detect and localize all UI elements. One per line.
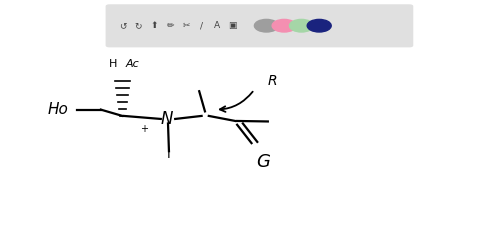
Text: ↻: ↻ (134, 21, 142, 30)
Text: I: I (167, 148, 171, 162)
Text: N: N (161, 110, 173, 128)
Text: ⬆: ⬆ (151, 21, 158, 30)
Circle shape (272, 19, 296, 32)
Text: /: / (200, 21, 203, 30)
Circle shape (289, 19, 313, 32)
Circle shape (254, 19, 278, 32)
Circle shape (307, 19, 331, 32)
Text: ✂: ✂ (182, 21, 190, 30)
Text: ▣: ▣ (228, 21, 237, 30)
Text: Ho: Ho (47, 102, 68, 117)
Text: G: G (256, 153, 270, 171)
Text: ↺: ↺ (119, 21, 126, 30)
Text: A: A (214, 21, 220, 30)
Text: +: + (140, 123, 148, 134)
Text: H: H (108, 58, 117, 69)
Text: Ac: Ac (125, 58, 139, 69)
Text: ✏: ✏ (167, 21, 174, 30)
Text: R: R (268, 74, 277, 88)
FancyBboxPatch shape (106, 4, 413, 47)
